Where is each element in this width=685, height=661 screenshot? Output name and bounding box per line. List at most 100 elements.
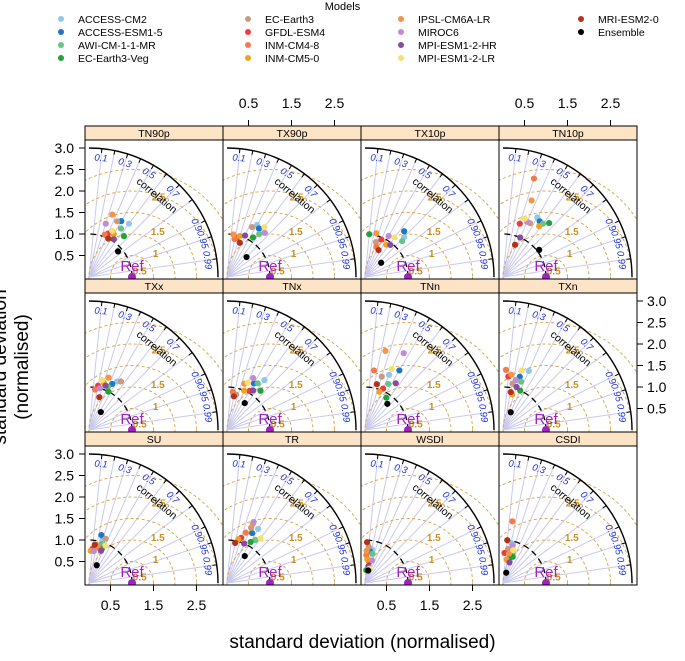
data-point (505, 550, 513, 557)
correlation-tick (602, 505, 607, 509)
correlation-ray (502, 165, 568, 278)
correlation-ray (364, 352, 469, 431)
correlation-tick (589, 337, 594, 342)
correlation-tick-label: 0.95 (470, 229, 486, 251)
correlation-ray (226, 459, 267, 584)
reference-label: Ref (534, 258, 558, 275)
correlation-tick (426, 318, 430, 323)
correlation-ray (226, 184, 318, 278)
data-point (501, 549, 508, 557)
data-point (250, 375, 257, 382)
correlation-tick-label: 0.99 (476, 403, 490, 424)
data-point (114, 248, 122, 255)
rms-label: 0.5 (409, 572, 423, 583)
data-point (98, 532, 105, 539)
correlation-ray (502, 389, 626, 431)
data-point (385, 232, 392, 240)
data-point (385, 380, 392, 388)
legend-item-awi-cm-1-1-mr: AWI-CM-1-1-MR (58, 40, 156, 52)
x-tick-label: 2.5 (325, 95, 345, 111)
rms-contour (361, 169, 499, 221)
correlation-tick (527, 456, 530, 461)
correlation-ray (226, 153, 267, 278)
legend-label: MRI-ESM2-0 (598, 14, 659, 26)
reference-label: Ref (120, 258, 144, 275)
rms-label: 2.5 (290, 192, 304, 203)
y-tick-label: 1.5 (55, 511, 75, 527)
data-point (241, 399, 248, 407)
rms-contour (524, 561, 568, 585)
correlation-ray (226, 303, 254, 431)
rms-label: 1.5 (427, 380, 441, 391)
correlation-ray (364, 318, 430, 431)
correlation-ray (88, 199, 193, 278)
rms-label: 2.5 (566, 498, 580, 509)
correlation-tick (288, 165, 292, 170)
correlation-ray (226, 389, 350, 431)
panel-title: SU (147, 434, 162, 446)
rms-label: 1 (567, 402, 573, 413)
correlation-tick (483, 389, 488, 392)
legend-marker (58, 42, 64, 48)
panel-strip (498, 431, 638, 447)
panel-plot-area: 0.511.52.50.1 0.30.50.70.90.950.99correla… (361, 300, 499, 432)
correlation-tick (539, 153, 543, 159)
reference-label: Ref (258, 411, 282, 428)
data-point (369, 550, 376, 557)
y-tick-label: 0.5 (55, 554, 75, 570)
data-point (105, 235, 112, 242)
correlation-tick (207, 542, 212, 545)
correlation-tick-label: 0.9 (188, 217, 204, 234)
correlation-tick (339, 373, 344, 377)
correlation-ray (364, 505, 469, 584)
data-point (517, 378, 525, 385)
reference-sd-arc (502, 386, 547, 431)
reference-sd-arc (364, 539, 409, 584)
correlation-ray (88, 220, 206, 278)
correlation-tick (288, 318, 292, 323)
correlation-tick-label: 0.1 (94, 458, 108, 470)
rms-label: 2.5 (566, 345, 580, 356)
legend-item-inm-cm4-8: INM-CM4-8 (245, 40, 319, 52)
rms-contour (223, 212, 335, 279)
rms-label: 1 (429, 555, 435, 566)
reference-point (404, 426, 412, 432)
correlation-ray (364, 373, 482, 431)
data-point (504, 537, 511, 544)
correlation-tick-label: 0.95 (470, 535, 486, 557)
correlation-tick (626, 258, 631, 260)
data-point (117, 378, 125, 385)
data-point (97, 408, 104, 416)
legend-marker (398, 29, 404, 35)
correlation-ray (364, 542, 488, 584)
correlation-tick (464, 199, 469, 203)
rms-contour (386, 255, 430, 279)
panel-tx90p: 0.511.52.50.1 0.30.50.70.90.950.99correla… (222, 125, 362, 280)
reference-point (404, 579, 412, 585)
rms-contour (223, 322, 361, 374)
correlation-tick (345, 236, 350, 239)
reference-sd-arc (502, 539, 547, 584)
correlation-tick (350, 564, 355, 566)
correlation-ray (364, 158, 418, 278)
data-point (117, 225, 125, 232)
correlation-tick (276, 464, 280, 469)
rms-contour (502, 233, 590, 279)
correlation-tick-label: 0.9 (326, 370, 342, 387)
reference-point (542, 273, 550, 279)
panel-csdi: 0.511.52.50.1 0.30.50.70.90.950.99correla… (498, 431, 638, 586)
panel-tnx: 0.511.52.50.1 0.30.50.70.90.950.99correla… (222, 278, 362, 433)
correlation-tick (207, 389, 212, 392)
correlation-ray (226, 564, 355, 584)
legend-item-inm-cm5-0: INM-CM5-0 (245, 53, 319, 65)
legend-marker (245, 42, 251, 48)
reference-point (542, 579, 550, 585)
correlation-tick-label: 0.99 (338, 403, 352, 424)
rms-label: 0.5 (547, 572, 561, 583)
correlation-tick (615, 373, 620, 377)
correlation-tick (350, 411, 355, 413)
correlation-ray (364, 301, 379, 431)
data-point (247, 538, 254, 546)
correlation-tick (488, 258, 493, 260)
legend-label: EC-Earth3-Veg (78, 53, 149, 65)
